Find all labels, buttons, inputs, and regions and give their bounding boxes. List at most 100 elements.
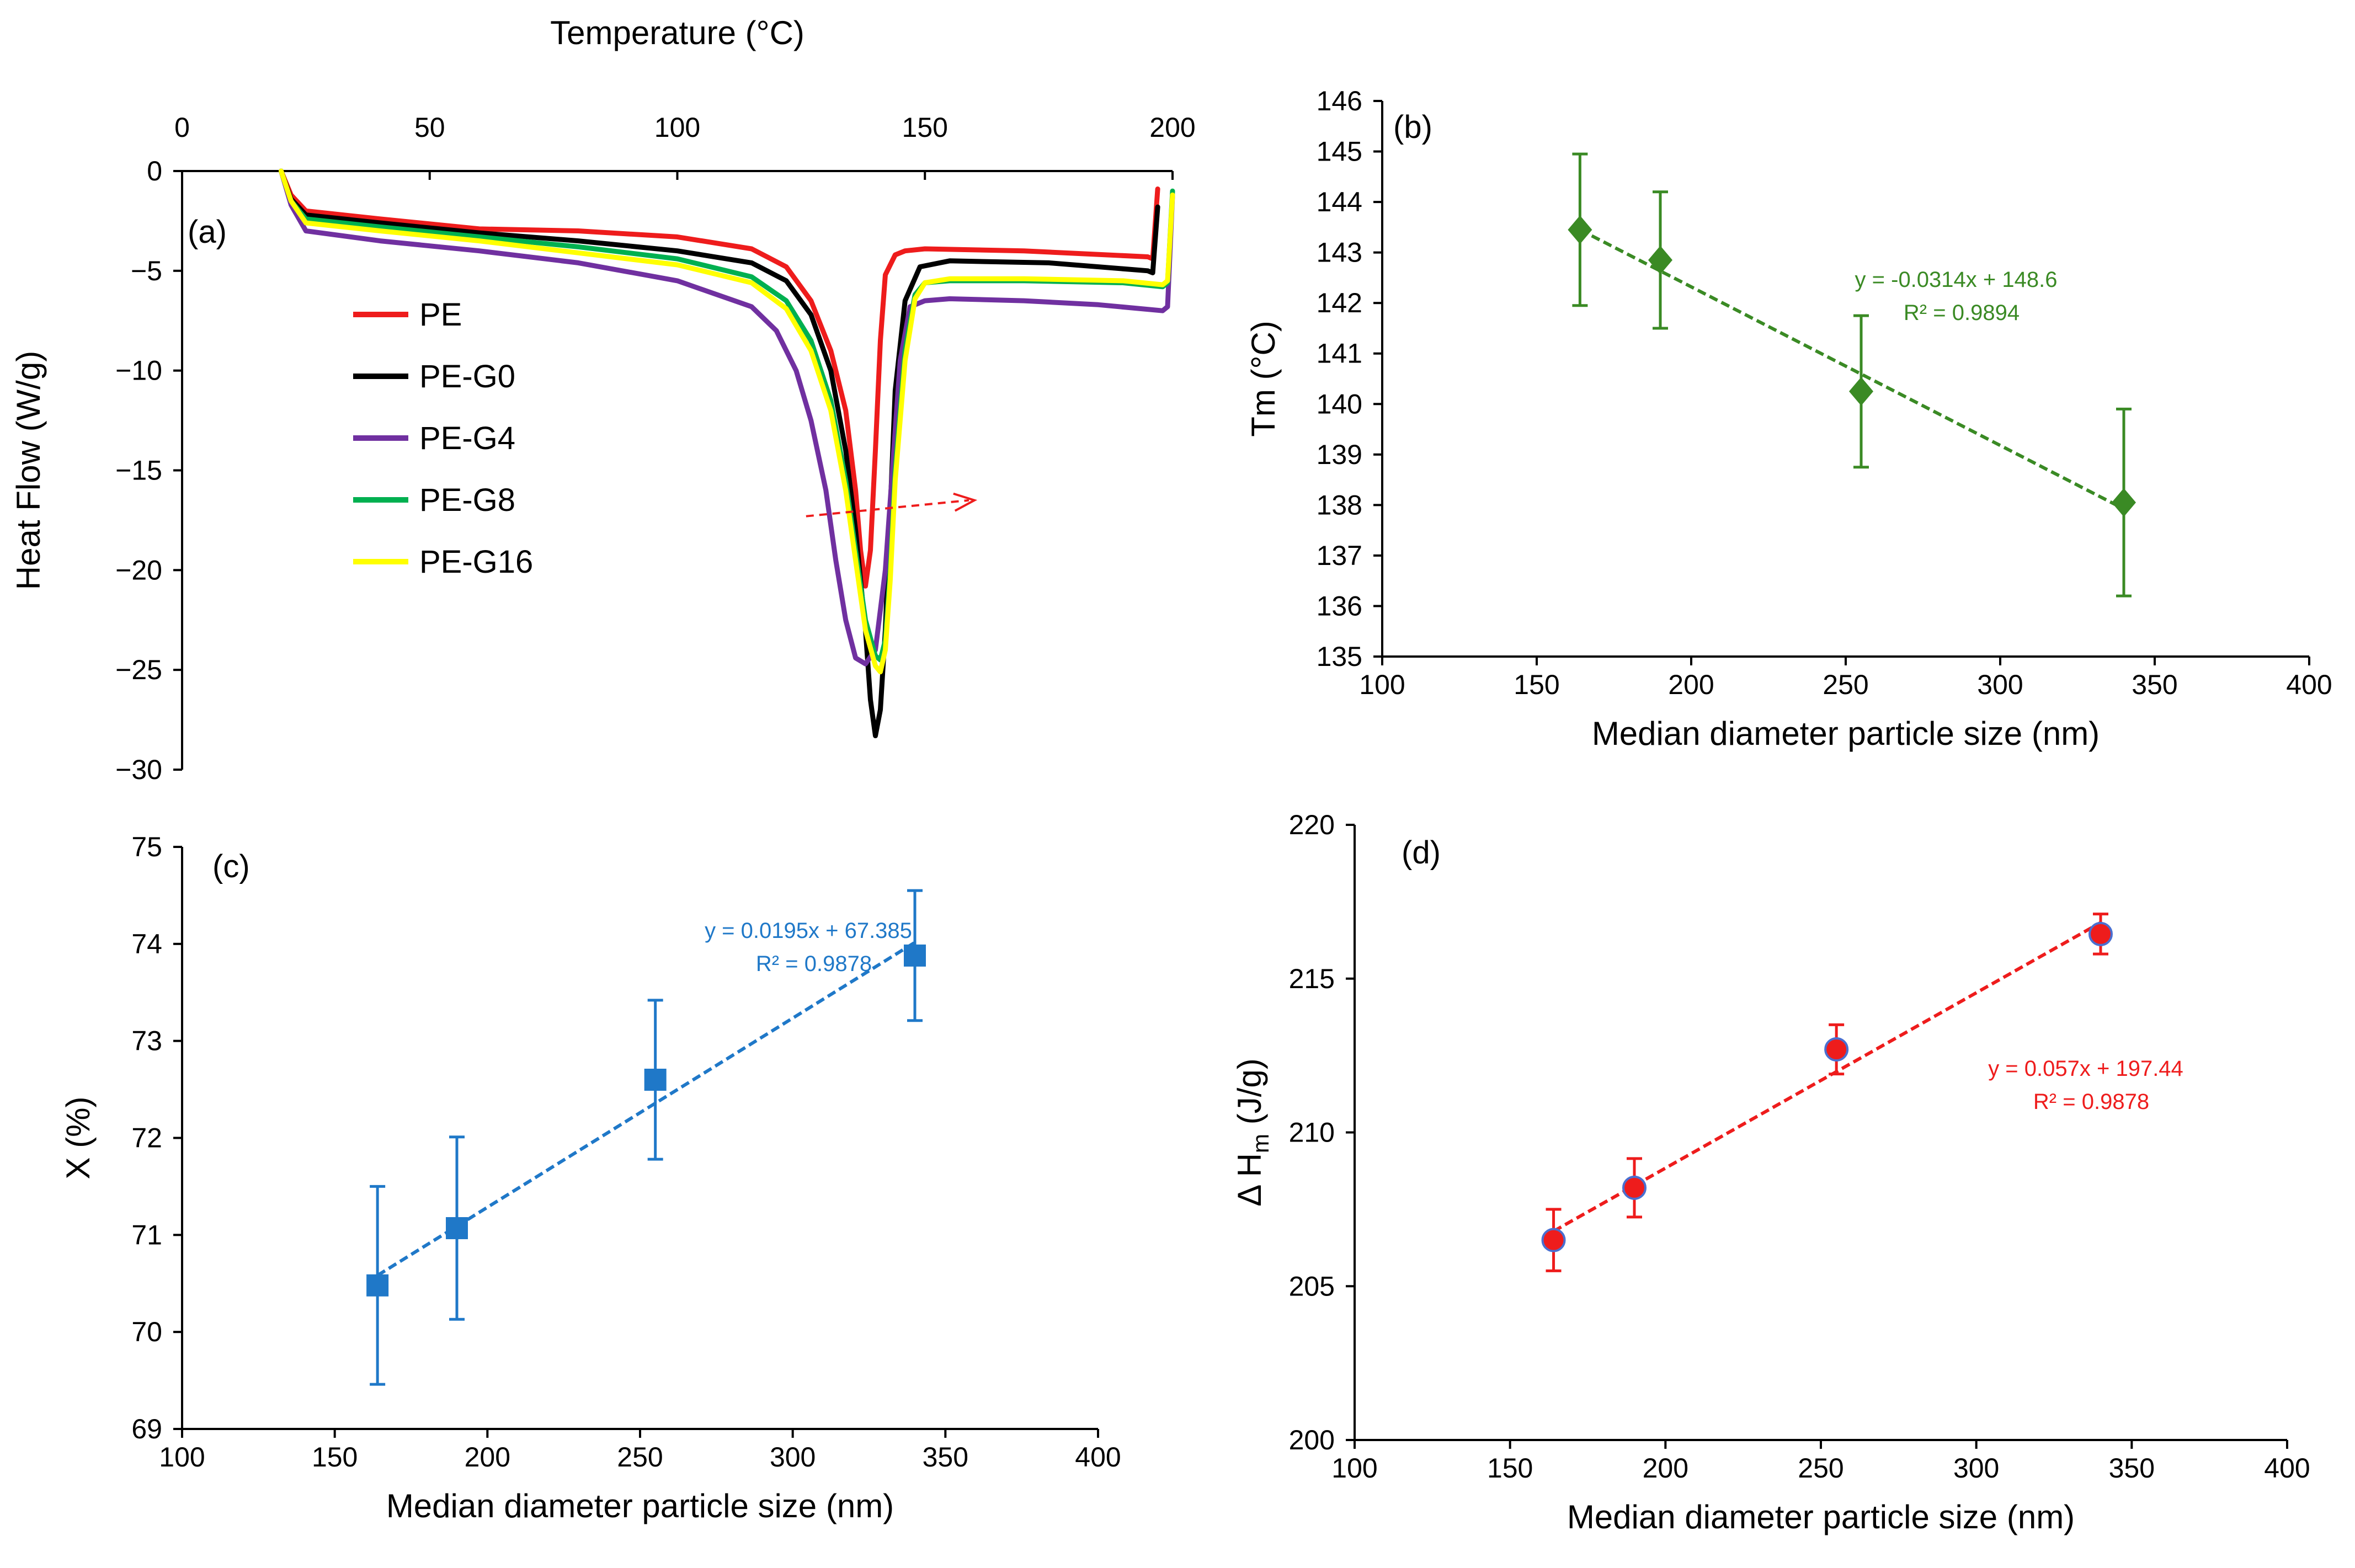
shift-arrow-head <box>953 492 978 512</box>
data-point <box>904 944 926 967</box>
shift-arrow <box>806 499 969 518</box>
y-tick-label: 215 <box>1289 963 1335 994</box>
legend-label-pe-g8: PE-G8 <box>419 482 515 518</box>
x-axis-title: Median diameter particle size (nm) <box>386 1487 894 1524</box>
x-tick-label: 400 <box>2264 1453 2310 1484</box>
y-tick-label: −5 <box>131 255 162 286</box>
y-tick-label: 200 <box>1289 1425 1335 1455</box>
x-tick-label: 100 <box>1359 669 1405 700</box>
x-tick-label: 400 <box>2286 669 2332 700</box>
y-tick-label: 210 <box>1289 1117 1335 1148</box>
trendline <box>1553 921 2102 1233</box>
data-point <box>2112 488 2136 517</box>
data-point <box>1568 215 1592 244</box>
y-axis-title: Tm (°C) <box>1245 321 1282 437</box>
x-tick-label: 300 <box>1977 669 2023 700</box>
x-tick-label: 0 <box>174 112 190 143</box>
legend-label-pe-g0: PE-G0 <box>419 359 515 394</box>
y-tick-label: 75 <box>131 831 162 862</box>
y-tick-label: −25 <box>115 654 162 685</box>
x-tick-label: 250 <box>1798 1453 1843 1484</box>
data-point <box>446 1217 468 1240</box>
x-tick-label: 350 <box>923 1442 968 1473</box>
trendline-equation: y = 0.0195x + 67.385 <box>705 919 912 943</box>
y-tick-label: 142 <box>1317 287 1362 318</box>
y-axis-title-unit: (J/g) <box>1231 1058 1268 1134</box>
x-tick-label: 150 <box>1487 1453 1533 1484</box>
y-tick-label: 0 <box>147 156 162 186</box>
x-axis-title: Median diameter particle size (nm) <box>1567 1498 2075 1535</box>
data-point <box>1824 1037 1849 1062</box>
panel-a: 0 50 100 150 200 0 −5 −10 −15 −20 −25 −30 Temperatur… <box>10 14 1196 785</box>
y-tick-label: −20 <box>115 554 162 585</box>
panel-label: (a) <box>188 214 227 250</box>
y-axis-title-main: Tm (°C) <box>1245 321 1282 437</box>
y-axis-title: Heat Flow (W/g) <box>10 351 47 590</box>
y-tick-label: 138 <box>1317 489 1362 520</box>
panel-c: 100 150 200 250 300 350 400 69 70 71 72 73 74 75 Media… <box>60 831 1121 1524</box>
x-tick-label: 200 <box>1149 112 1195 143</box>
x-axis-title: Median diameter particle size (nm) <box>1592 715 2100 752</box>
y-tick-label: 145 <box>1317 136 1362 167</box>
series-line-pe-g4 <box>279 168 1175 666</box>
x-tick-label: 50 <box>414 112 445 143</box>
x-tick-label: 300 <box>1953 1453 1999 1484</box>
data-point <box>1541 1228 1566 1252</box>
legend-label-pe-g4: PE-G4 <box>419 420 515 456</box>
y-tick-label: 137 <box>1317 540 1362 571</box>
x-tick-label: 350 <box>2109 1453 2155 1484</box>
x-tick-label: 100 <box>1331 1453 1377 1484</box>
x-tick-label: 400 <box>1075 1442 1121 1473</box>
y-tick-label: −30 <box>115 754 162 785</box>
trendline-equation: y = 0.057x + 197.44 <box>1988 1057 2183 1081</box>
series-line-pe-g0 <box>279 168 1160 738</box>
x-tick-label: 150 <box>1514 669 1559 700</box>
trendline-r2: R² = 0.9894 <box>1904 301 2020 325</box>
y-tick-label: 72 <box>131 1123 162 1154</box>
x-axis-title: Temperature (°C) <box>550 14 804 51</box>
data-point <box>2088 921 2113 946</box>
y-tick-label: −15 <box>115 455 162 486</box>
y-axis-title-sub: m <box>1248 1134 1274 1153</box>
y-tick-label: 144 <box>1317 186 1362 217</box>
y-axis-title-main: Χ (%) <box>60 1097 97 1180</box>
data-point <box>644 1069 667 1091</box>
series-line-pe <box>279 168 1160 589</box>
x-tick-label: 150 <box>902 112 948 143</box>
y-tick-label: 69 <box>131 1414 162 1444</box>
y-tick-label: −10 <box>115 355 162 386</box>
x-tick-label: 250 <box>1823 669 1868 700</box>
y-tick-label: 146 <box>1317 86 1362 116</box>
legend-label-pe-g16: PE-G16 <box>419 544 533 580</box>
y-axis-title: Δ Hm (J/g) <box>1231 1058 1274 1206</box>
y-tick-label: 74 <box>131 929 162 959</box>
y-axis-title: Χ (%) <box>60 1097 97 1180</box>
trendline-r2: R² = 0.9878 <box>756 952 872 976</box>
y-axis-title-main: Δ H <box>1231 1153 1268 1207</box>
panel-label: (c) <box>212 849 250 884</box>
y-tick-label: 71 <box>131 1219 162 1250</box>
trendline <box>1579 228 2125 510</box>
data-point <box>1622 1175 1647 1200</box>
trendline-equation: y = -0.0314x + 148.6 <box>1855 268 2058 292</box>
data-point <box>1849 377 1873 406</box>
x-tick-label: 100 <box>159 1442 205 1473</box>
y-tick-label: 140 <box>1317 388 1362 419</box>
trendline-r2: R² = 0.9878 <box>2033 1090 2149 1114</box>
y-axis-title-main: Heat Flow (W/g) <box>10 351 47 590</box>
y-tick-label: 135 <box>1317 641 1362 672</box>
x-tick-label: 200 <box>465 1442 510 1473</box>
data-point <box>366 1274 389 1297</box>
data-point <box>1648 246 1672 275</box>
y-tick-label: 205 <box>1289 1271 1335 1302</box>
x-tick-label: 100 <box>654 112 700 143</box>
y-tick-label: 141 <box>1317 338 1362 369</box>
panel-d: 100 150 200 250 300 350 400 200 205 210 215 220 Medi… <box>1231 809 2310 1535</box>
panel-label: (b) <box>1393 109 1432 145</box>
x-tick-label: 300 <box>770 1442 816 1473</box>
panel-label: (d) <box>1402 835 1441 871</box>
x-tick-label: 200 <box>1643 1453 1688 1484</box>
x-tick-label: 350 <box>2132 669 2177 700</box>
x-tick-label: 150 <box>312 1442 358 1473</box>
